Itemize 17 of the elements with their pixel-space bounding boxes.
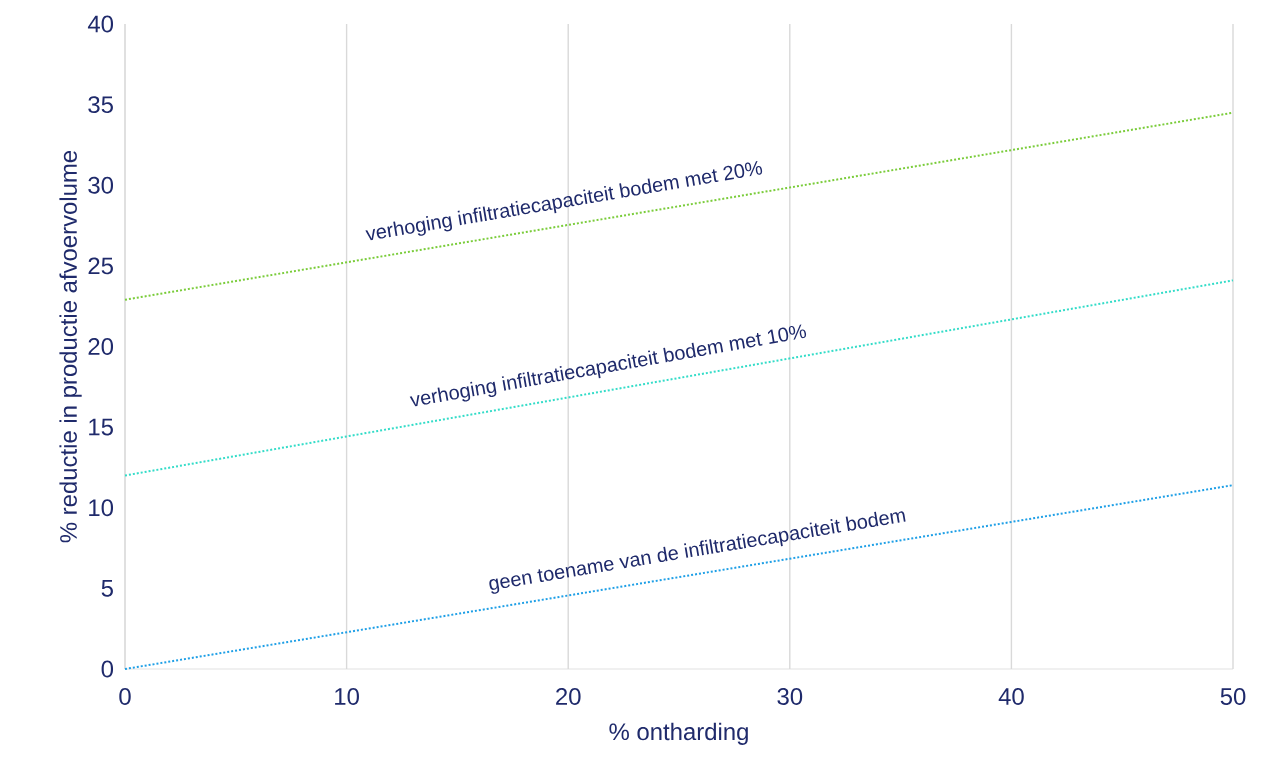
y-tick-label: 25	[88, 257, 113, 275]
x-tick-label: 10	[335, 688, 359, 705]
y-tick-label: 20	[88, 338, 114, 355]
x-axis-title: % ontharding	[609, 722, 748, 745]
x-tick-label: 0	[119, 688, 131, 705]
y-tick-label: 35	[88, 96, 113, 114]
y-axis-title: % reductie in productie afvoervolume	[59, 150, 82, 543]
y-tick-label: 10	[89, 499, 114, 517]
y-tick-label: 30	[88, 176, 114, 194]
x-tick-label: 50	[1220, 688, 1246, 705]
y-tick-label: 0	[101, 660, 114, 678]
y-tick-label: 40	[87, 15, 114, 33]
x-tick-label: 40	[998, 688, 1024, 705]
y-tick-label: 5	[101, 580, 113, 597]
y-tick-label: 15	[89, 418, 113, 436]
x-tick-label: 30	[777, 688, 803, 705]
x-tick-label: 20	[556, 688, 581, 705]
